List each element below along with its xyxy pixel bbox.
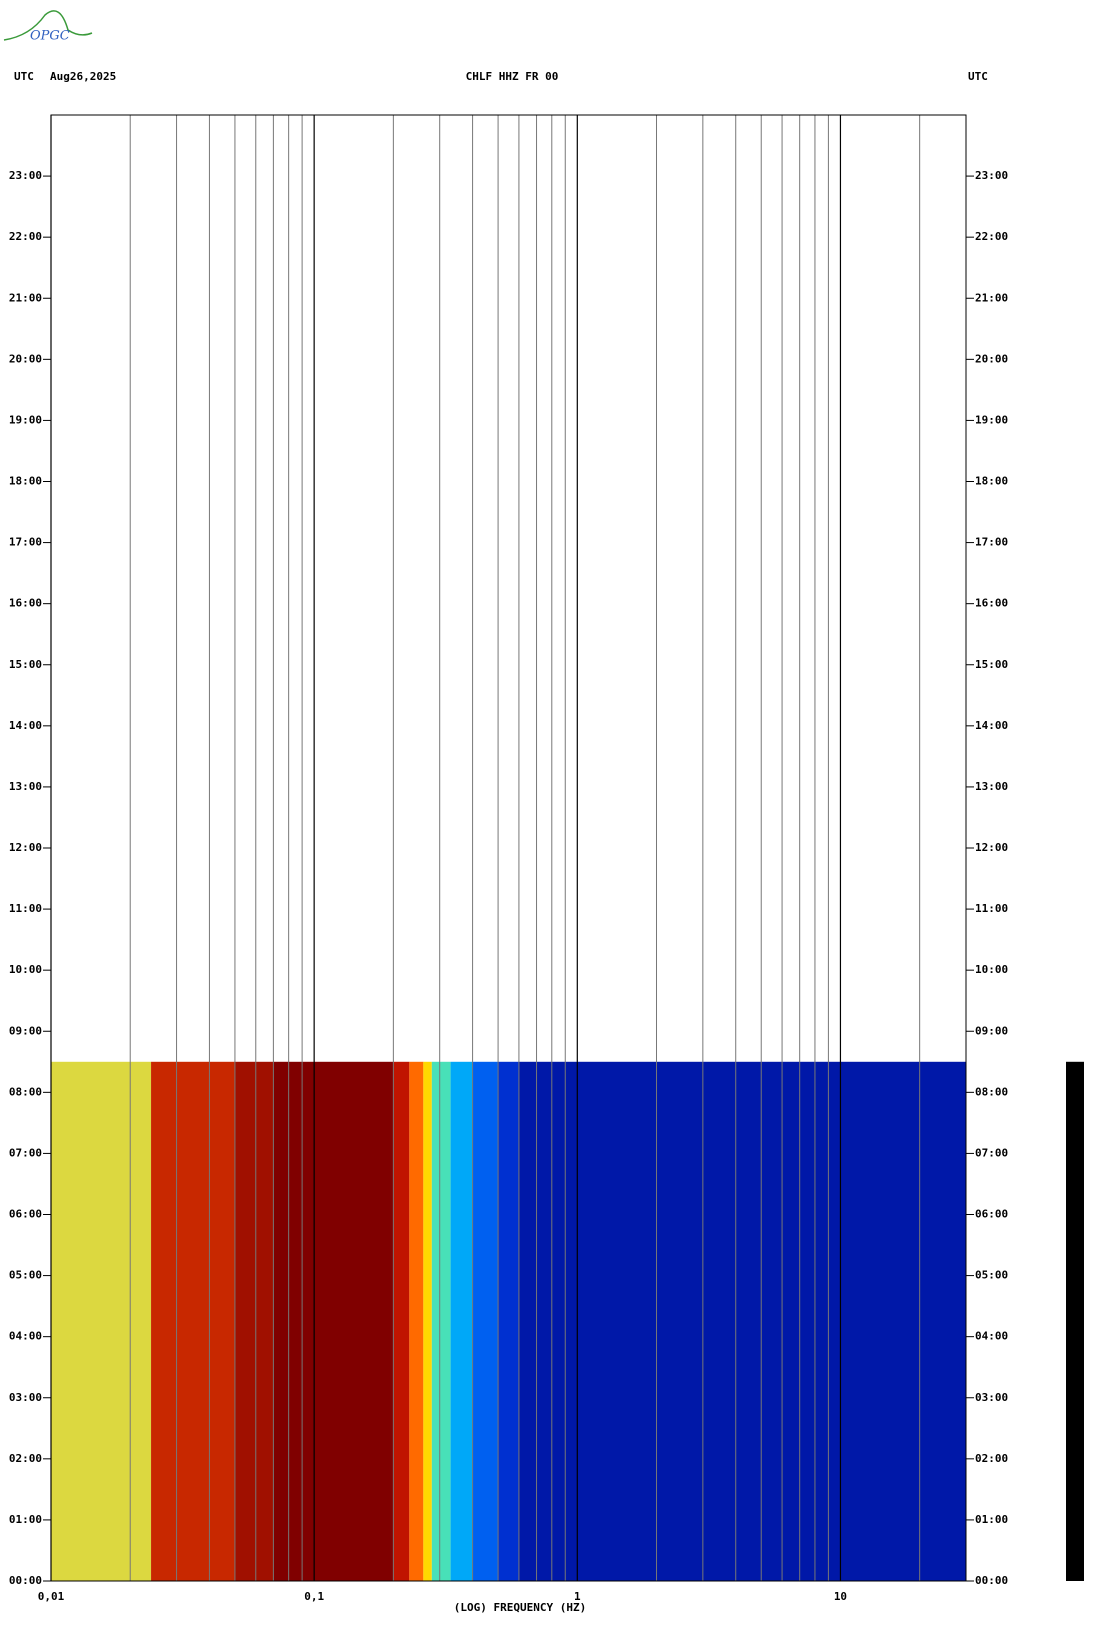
left-zone: UTC (14, 70, 34, 83)
y-tick-label: 03:00 (9, 1391, 42, 1404)
x-tick-label: 10 (834, 1590, 847, 1603)
spectrogram-band (450, 1061, 473, 1581)
spectrogram-band (273, 1061, 394, 1581)
spectrogram-band (234, 1061, 274, 1581)
y-tick-label-right: 02:00 (975, 1452, 1008, 1465)
y-tick-label-right: 17:00 (975, 536, 1008, 549)
spectrogram-band (409, 1061, 424, 1581)
spectrogram-band (423, 1061, 432, 1581)
y-tick-label-right: 22:00 (975, 230, 1008, 243)
chart-title: CHLF HHZ FR 00 (466, 70, 559, 83)
y-tick-label: 08:00 (9, 1085, 42, 1098)
y-tick-label-right: 10:00 (975, 963, 1008, 976)
y-tick-label-right: 13:00 (975, 780, 1008, 793)
y-tick-label: 20:00 (9, 352, 42, 365)
y-tick-label: 01:00 (9, 1513, 42, 1526)
y-tick-label: 00:00 (9, 1574, 42, 1587)
plot-frame (50, 114, 967, 1582)
y-tick-label: 06:00 (9, 1208, 42, 1221)
y-tick-label: 14:00 (9, 719, 42, 732)
y-tick-label-right: 21:00 (975, 291, 1008, 304)
y-tick-label-right: 01:00 (975, 1513, 1008, 1526)
spectrogram-band (431, 1061, 451, 1581)
y-tick-label: 22:00 (9, 230, 42, 243)
y-tick-label: 13:00 (9, 780, 42, 793)
y-tick-label-right: 06:00 (975, 1208, 1008, 1221)
y-tick-label-right: 16:00 (975, 597, 1008, 610)
y-tick-label-right: 03:00 (975, 1391, 1008, 1404)
y-tick-label: 15:00 (9, 658, 42, 671)
waveform-trace (1066, 1061, 1084, 1581)
spectrogram-band (51, 1061, 152, 1581)
y-tick-label-right: 09:00 (975, 1024, 1008, 1037)
y-tick-label: 18:00 (9, 475, 42, 488)
y-tick-label: 10:00 (9, 963, 42, 976)
y-tick-label-right: 18:00 (975, 475, 1008, 488)
y-tick-label-right: 20:00 (975, 352, 1008, 365)
y-tick-label: 12:00 (9, 841, 42, 854)
y-tick-label: 17:00 (9, 536, 42, 549)
spectrogram-band (472, 1061, 499, 1581)
y-tick-label: 21:00 (9, 291, 42, 304)
y-tick-label-right: 07:00 (975, 1146, 1008, 1159)
spectrogram-band (393, 1061, 410, 1581)
spectrogram-band (518, 1061, 966, 1581)
y-tick-label-right: 19:00 (975, 413, 1008, 426)
y-tick-label: 19:00 (9, 413, 42, 426)
x-tick-label: 0,01 (38, 1590, 65, 1603)
y-tick-label: 05:00 (9, 1269, 42, 1282)
date: Aug26,2025 (50, 70, 116, 83)
y-tick-label-right: 08:00 (975, 1085, 1008, 1098)
y-tick-label-right: 14:00 (975, 719, 1008, 732)
y-tick-label-right: 23:00 (975, 169, 1008, 182)
y-tick-label-right: 15:00 (975, 658, 1008, 671)
y-tick-label: 04:00 (9, 1330, 42, 1343)
x-tick-label: 0,1 (304, 1590, 324, 1603)
x-axis-title: (LOG) FREQUENCY (HZ) (454, 1601, 586, 1614)
y-tick-label-right: 12:00 (975, 841, 1008, 854)
y-tick-label: 16:00 (9, 597, 42, 610)
logo-curve (3, 10, 93, 41)
y-tick-label: 09:00 (9, 1024, 42, 1037)
right-zone: UTC (968, 70, 988, 83)
y-tick-label-right: 11:00 (975, 902, 1008, 915)
y-tick-label: 02:00 (9, 1452, 42, 1465)
y-tick-label: 11:00 (9, 902, 42, 915)
y-tick-label-right: 05:00 (975, 1269, 1008, 1282)
y-tick-label: 07:00 (9, 1146, 42, 1159)
spectrogram-band (151, 1061, 235, 1581)
x-tick-label: 1 (574, 1590, 581, 1603)
logo: OPGC (30, 29, 70, 44)
y-tick-label-right: 04:00 (975, 1330, 1008, 1343)
spectrogram-band (498, 1061, 519, 1581)
y-tick-label-right: 00:00 (975, 1574, 1008, 1587)
y-tick-label: 23:00 (9, 169, 42, 182)
